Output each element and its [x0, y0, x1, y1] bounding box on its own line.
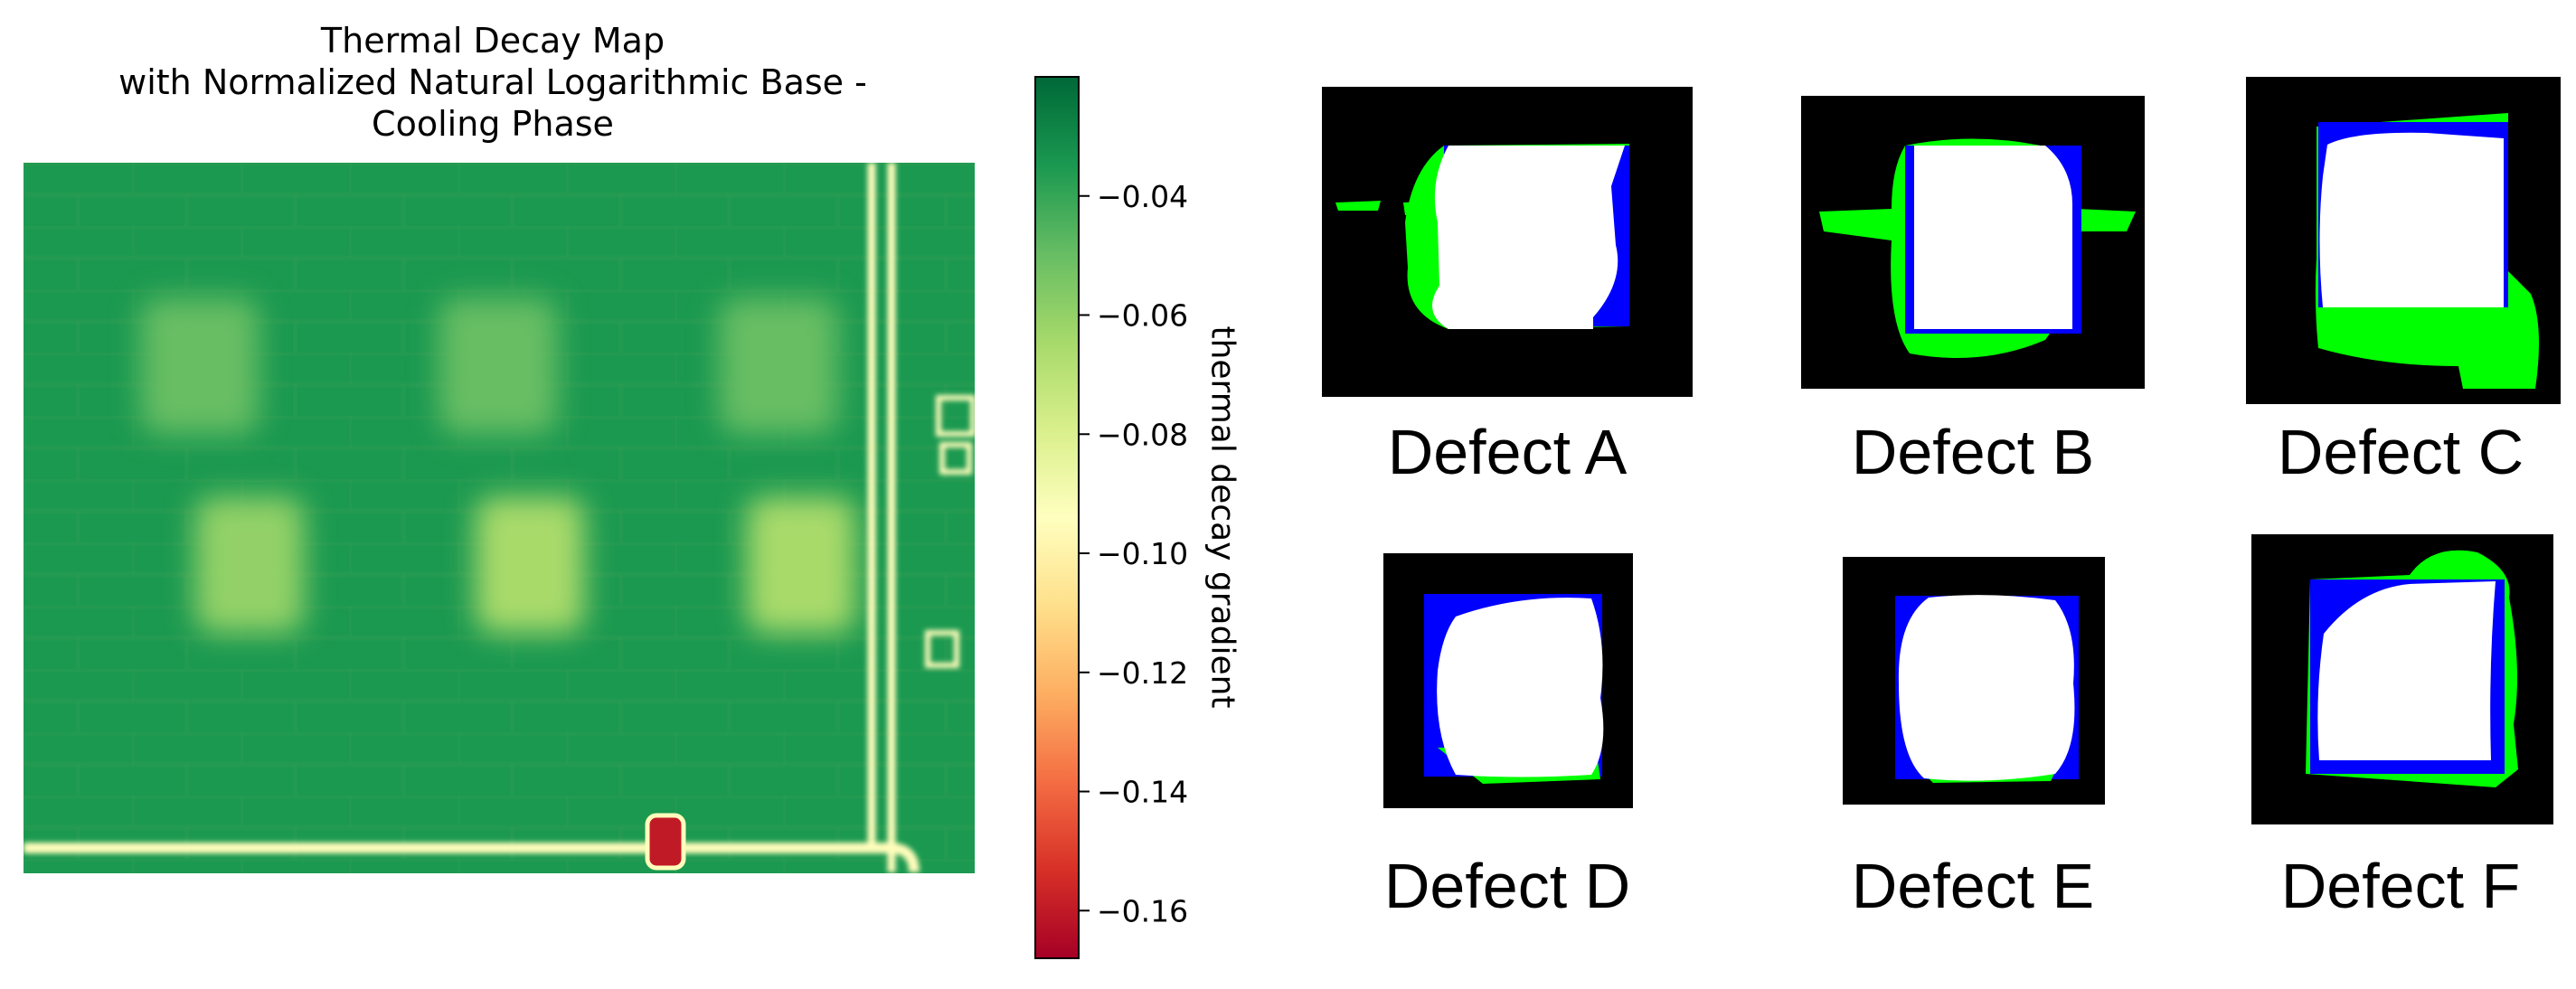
defect-d-mask	[1383, 553, 1633, 808]
colorbar-ticks: −0.04 −0.06 −0.08 −0.10 −0.12 −0.14 −0.16	[1079, 179, 1188, 928]
junction-box-2	[939, 442, 972, 475]
defect-region-upper-middle	[439, 298, 557, 434]
defect-region-lower-left	[195, 497, 304, 633]
colorbar-tick-label: −0.14	[1097, 775, 1188, 810]
colorbar-tick-label: −0.12	[1097, 655, 1188, 691]
defect-f-label: Defect F	[2280, 851, 2521, 921]
junction-box-3	[925, 630, 959, 668]
defect-region-lower-right	[747, 497, 855, 633]
colorbar-tick-label: −0.10	[1097, 536, 1188, 571]
defect-region-upper-right	[720, 298, 837, 434]
defect-regions	[141, 298, 855, 633]
defect-region-lower-middle	[476, 497, 584, 633]
colorbar-tick-label: −0.04	[1097, 179, 1188, 214]
colorbar: −0.04 −0.06 −0.08 −0.10 −0.12 −0.14 −0.16	[1034, 76, 1188, 959]
colorbar-tick-label: −0.06	[1097, 298, 1188, 334]
thermal-heatmap	[24, 163, 975, 873]
defect-d-label: Defect D	[1383, 851, 1631, 921]
defect-c-mask	[2246, 77, 2561, 404]
defect-region-upper-left	[141, 298, 259, 434]
defect-a-mask	[1322, 87, 1693, 397]
defect-b-label: Defect B	[1851, 417, 2095, 487]
heatmap-title: Thermal Decay Map with Normalized Natura…	[118, 21, 867, 144]
defect-b-mask	[1801, 96, 2145, 389]
defect-e-mask	[1843, 557, 2105, 805]
hotspot	[645, 813, 686, 871]
colorbar-label: thermal decay gradient	[1203, 325, 1241, 709]
colorbar-gradient	[1034, 76, 1080, 959]
colorbar-tick-label: −0.08	[1097, 417, 1188, 452]
colorbar-tick-label: −0.16	[1097, 893, 1188, 928]
defect-f-mask	[2251, 534, 2553, 824]
defect-a-label: Defect A	[1387, 417, 1628, 487]
defect-e-label: Defect E	[1851, 851, 2095, 921]
defect-c-label: Defect C	[2277, 417, 2524, 487]
junction-box-1	[936, 395, 975, 437]
pipes	[24, 163, 975, 873]
